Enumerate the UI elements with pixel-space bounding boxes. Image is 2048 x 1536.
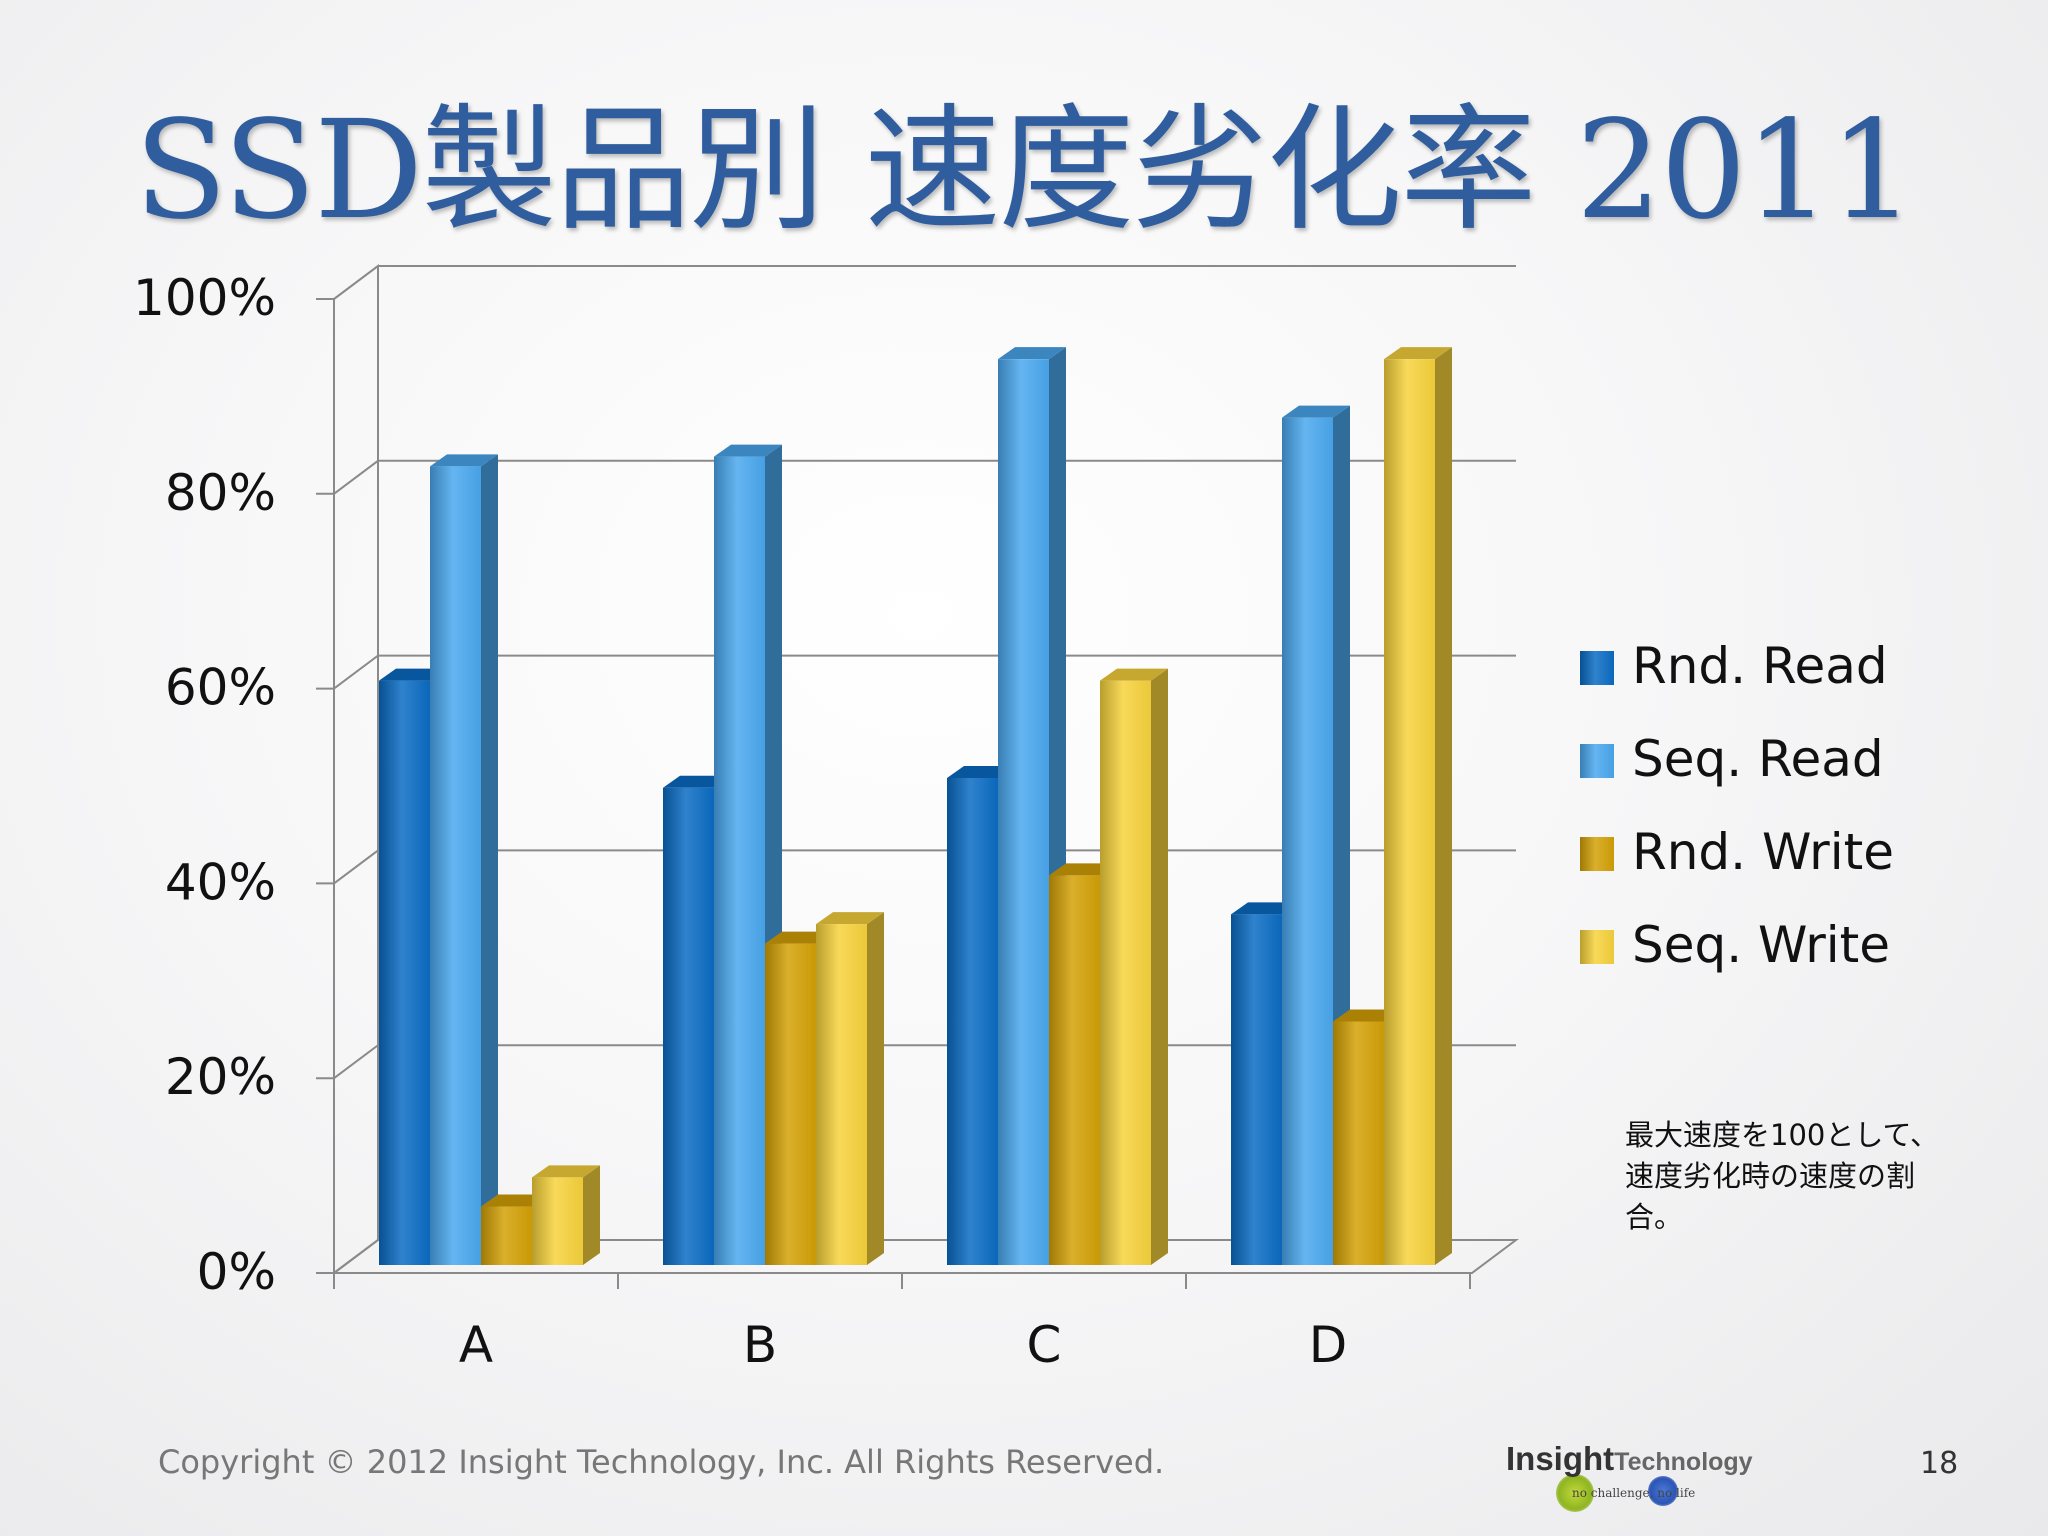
bar-side <box>583 1165 600 1265</box>
legend-item: Rnd. Read <box>1580 637 1888 695</box>
x-tick-label: B <box>743 1316 777 1374</box>
bar-side <box>1151 668 1168 1265</box>
bar-A-1 <box>430 454 498 1265</box>
bar-D-3 <box>1384 347 1452 1265</box>
bar-B-3 <box>816 912 884 1265</box>
bar-top <box>816 912 884 925</box>
bar-front <box>765 943 816 1265</box>
bar-front <box>1282 417 1333 1265</box>
chart-bars <box>379 347 1452 1266</box>
gridline <box>333 654 1516 690</box>
bar-front <box>379 680 430 1265</box>
legend-item: Seq. Read <box>1580 730 1884 788</box>
logo-green-dot-icon <box>1556 1474 1594 1512</box>
logo-secondary-text: Technology <box>1614 1448 1753 1476</box>
chart-legend: Rnd. Read Seq. Read Rnd. Write Seq. Write <box>1580 637 1894 974</box>
x-axis-ticks: A B C D <box>459 1316 1347 1374</box>
logo-main-text: Insight <box>1506 1440 1615 1477</box>
bar-side <box>481 454 498 1265</box>
legend-swatch <box>1580 651 1614 685</box>
logo-tagline: no challenge, no life <box>1572 1486 1696 1500</box>
y-tick-label: 0% <box>197 1243 276 1301</box>
bar-side <box>1435 347 1452 1265</box>
copyright-text: Copyright © 2012 Insight Technology, Inc… <box>158 1443 1165 1481</box>
bar-front <box>998 359 1049 1265</box>
bar-front <box>663 787 714 1265</box>
legend-item: Seq. Write <box>1580 916 1890 974</box>
y-tick-label: 40% <box>165 853 276 911</box>
legend-label: Rnd. Read <box>1632 637 1888 695</box>
bar-front <box>1049 875 1100 1265</box>
bar-top <box>532 1165 600 1178</box>
bar-A-3 <box>532 1165 600 1265</box>
bar-top <box>1384 347 1452 360</box>
bar-front <box>714 456 765 1266</box>
bar-front <box>816 924 867 1265</box>
bar-top <box>430 454 498 467</box>
bar-C-3 <box>1100 668 1168 1265</box>
company-logo: InsightTechnology no challenge, no life <box>1500 1432 1780 1522</box>
bar-front <box>1384 359 1435 1265</box>
gridline <box>333 265 1516 300</box>
bar-front <box>947 778 998 1265</box>
bar-top <box>998 347 1066 360</box>
bar-front <box>1231 914 1282 1265</box>
legend-swatch <box>1580 930 1614 964</box>
y-tick-label: 100% <box>133 269 276 327</box>
bar-front <box>532 1177 583 1265</box>
slide-title: SSD製品別 速度劣化率 2011 <box>134 92 1916 250</box>
y-tick-label: 20% <box>165 1048 276 1106</box>
bar-top <box>1100 668 1168 681</box>
x-tick-label: C <box>1027 1316 1062 1374</box>
bar-side <box>867 912 884 1265</box>
y-tick-label: 60% <box>165 659 276 717</box>
y-tick-label: 80% <box>165 464 276 522</box>
legend-swatch <box>1580 837 1614 871</box>
bar-front <box>1100 680 1151 1265</box>
bar-front <box>430 466 481 1265</box>
legend-item: Rnd. Write <box>1580 823 1894 881</box>
bar-top <box>1282 405 1350 418</box>
legend-label: Rnd. Write <box>1632 823 1894 881</box>
bar-front <box>481 1206 532 1265</box>
x-tick-label: A <box>459 1316 493 1374</box>
legend-label: Seq. Read <box>1632 730 1884 788</box>
legend-swatch <box>1580 744 1614 778</box>
bar-front <box>1333 1021 1384 1265</box>
bar-top <box>714 444 782 457</box>
x-tick-label: D <box>1309 1316 1348 1374</box>
logo-wordmark: InsightTechnology <box>1506 1440 1753 1478</box>
logo-blue-dot-icon <box>1648 1476 1678 1506</box>
chart-note: 最大速度を100として、速度劣化時の速度の割合。 <box>1625 1118 1940 1234</box>
chart-side-wall <box>333 264 379 1275</box>
gridline <box>333 459 1516 495</box>
y-axis-ticks: 0% 20% 40% 60% 80% 100% <box>133 269 276 1301</box>
legend-label: Seq. Write <box>1632 916 1890 974</box>
page-number: 18 <box>1920 1446 1959 1481</box>
